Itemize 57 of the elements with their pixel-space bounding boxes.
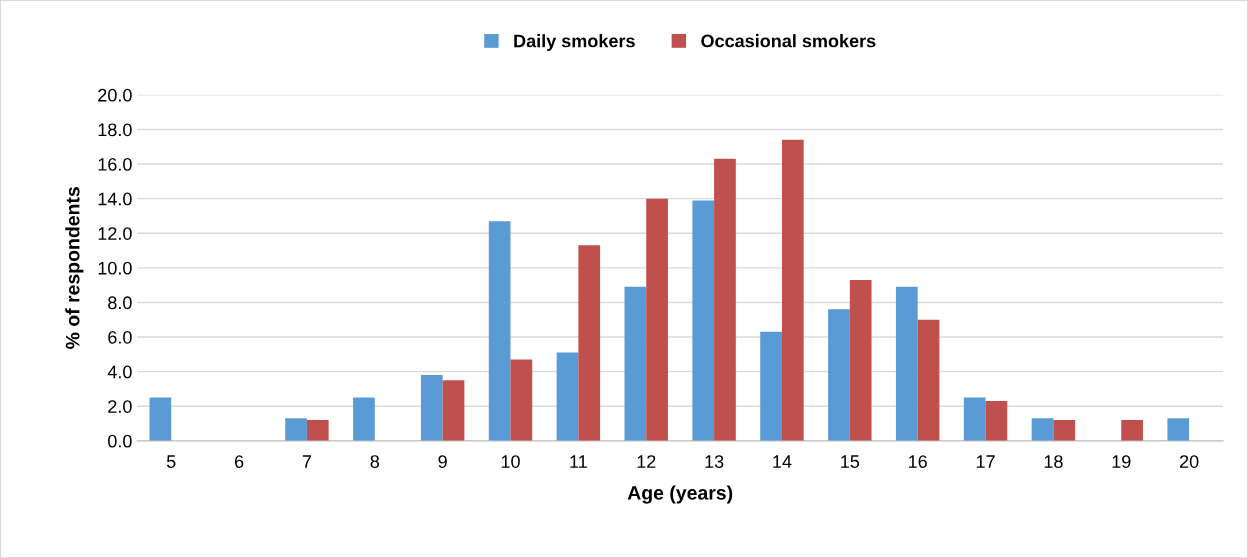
y-tick-label: 4.0 (107, 365, 132, 379)
bar (1031, 418, 1054, 441)
bar (760, 331, 782, 441)
y-tick-label: 12.0 (98, 227, 132, 240)
bar (1167, 418, 1190, 441)
bar (1053, 420, 1076, 441)
y-tick-label: 20.0 (98, 88, 132, 102)
bar (578, 245, 601, 441)
y-tick-label: 18.0 (98, 123, 132, 137)
x-tick-label: 12 (637, 455, 656, 468)
y-tick-label: 10.0 (98, 261, 132, 275)
x-tick-label: 18 (1044, 455, 1063, 468)
bar (285, 418, 307, 441)
bar (714, 158, 736, 441)
y-tick-label: 8.0 (108, 296, 132, 310)
x-tick-label: 20 (1179, 455, 1199, 468)
y-tick-label: 2.0 (108, 400, 132, 413)
bar (149, 397, 172, 441)
y-axis-title: % of respondents (65, 187, 84, 349)
bar (828, 309, 850, 441)
bar (646, 198, 668, 441)
bar (420, 375, 443, 441)
bar (849, 279, 872, 441)
bar (1121, 420, 1143, 441)
bar (781, 139, 804, 441)
x-tick-label: 9 (438, 455, 447, 468)
x-tick-label: 15 (841, 455, 860, 468)
bar (556, 352, 579, 441)
y-tick-label: 14.0 (98, 192, 132, 206)
x-tick-label: 6 (234, 455, 244, 468)
x-tick-label: 19 (1112, 455, 1131, 468)
bar (917, 319, 940, 441)
x-tick-label: 11 (570, 455, 587, 468)
x-tick-label: 8 (370, 455, 380, 468)
bar (985, 401, 1008, 441)
x-tick-label: 17 (976, 455, 995, 468)
x-tick-label: 5 (166, 455, 176, 468)
bar (895, 286, 918, 441)
legend-label: Occasional smokers (701, 34, 876, 48)
bar (306, 420, 329, 441)
bar (488, 221, 511, 441)
x-tick-label: 13 (705, 455, 724, 468)
x-tick-label: 14 (773, 455, 792, 468)
bar (624, 286, 647, 441)
x-axis-title: Age (years) (627, 485, 733, 504)
legend-label: Daily smokers (514, 34, 635, 51)
bar (963, 397, 986, 441)
bar (353, 397, 375, 441)
x-tick-label: 7 (302, 455, 312, 468)
bar (442, 380, 465, 441)
x-tick-label: 10 (501, 455, 520, 468)
bar (692, 200, 715, 441)
bar (510, 359, 533, 441)
y-tick-label: 6.0 (108, 330, 132, 344)
y-tick-label: 16.0 (98, 157, 132, 171)
y-tick-label: 0.0 (108, 434, 132, 448)
x-tick-label: 16 (909, 455, 927, 468)
